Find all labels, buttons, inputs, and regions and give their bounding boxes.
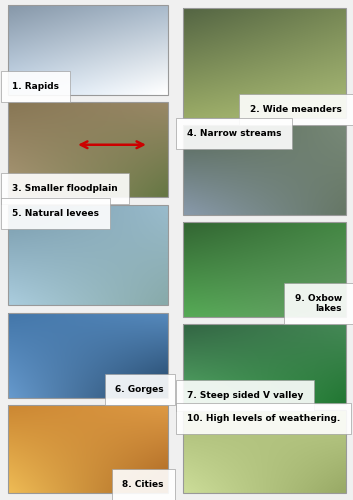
Bar xyxy=(183,222,346,317)
Bar xyxy=(8,313,168,398)
Text: 3. Smaller floodplain: 3. Smaller floodplain xyxy=(12,184,118,193)
Bar xyxy=(183,125,346,215)
Text: 7. Steep sided V valley: 7. Steep sided V valley xyxy=(187,391,303,400)
Bar xyxy=(8,102,168,197)
Text: 2. Wide meanders: 2. Wide meanders xyxy=(250,105,342,114)
Bar xyxy=(183,8,346,118)
Text: 9. Oxbow
lakes: 9. Oxbow lakes xyxy=(295,294,342,313)
Text: 1. Rapids: 1. Rapids xyxy=(12,82,59,91)
Text: 10. High levels of weathering.: 10. High levels of weathering. xyxy=(187,414,340,423)
Bar xyxy=(8,405,168,493)
Text: 6. Gorges: 6. Gorges xyxy=(115,385,164,394)
Text: 5. Natural levees: 5. Natural levees xyxy=(12,209,99,218)
Bar xyxy=(8,205,168,305)
Text: 8. Cities: 8. Cities xyxy=(122,480,164,489)
Bar xyxy=(8,5,168,95)
Bar xyxy=(183,324,346,404)
Bar xyxy=(183,410,346,493)
Text: 4. Narrow streams: 4. Narrow streams xyxy=(187,129,281,138)
